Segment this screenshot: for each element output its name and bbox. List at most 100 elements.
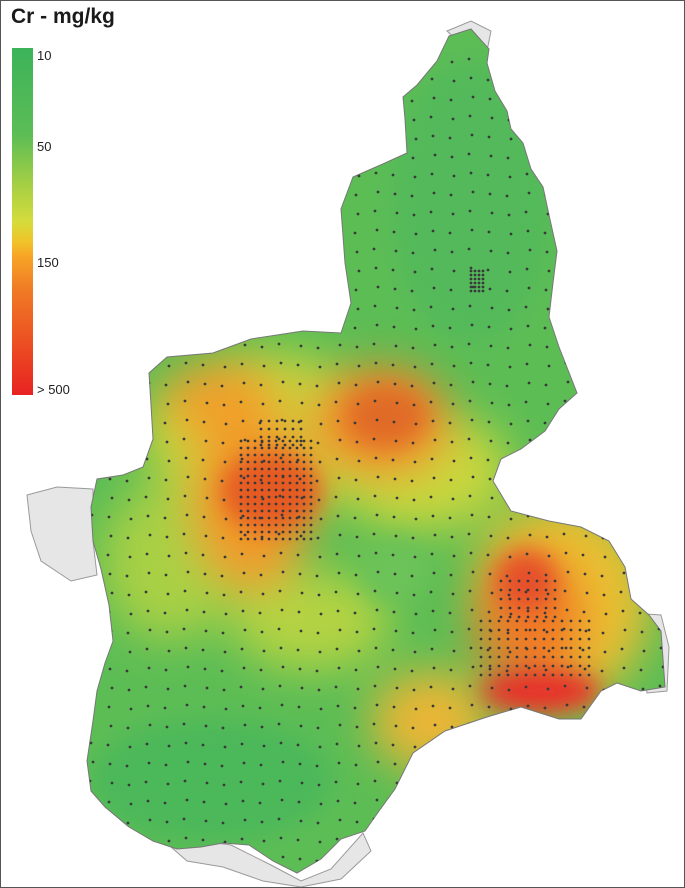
sample-point-icon — [319, 707, 323, 711]
sample-point-icon — [300, 116, 304, 120]
sample-point-icon — [125, 764, 129, 768]
sample-point-icon — [499, 579, 503, 583]
sample-point-icon — [469, 76, 473, 80]
sample-point-icon — [467, 627, 471, 631]
sample-point-icon — [318, 460, 322, 464]
sample-point-icon — [336, 324, 340, 328]
sample-point-icon — [431, 419, 435, 423]
sample-point-icon — [109, 344, 113, 348]
sample-point-icon — [356, 117, 360, 121]
sample-point-icon — [315, 384, 319, 388]
sample-point-icon — [281, 285, 285, 289]
sample-point-icon — [394, 344, 398, 348]
sample-point-icon — [517, 588, 521, 592]
sample-point-icon — [291, 419, 295, 423]
sample-point-icon — [166, 687, 170, 691]
sample-point-icon — [488, 382, 492, 386]
sample-point-icon — [547, 459, 551, 463]
sample-point-icon — [544, 597, 548, 601]
sample-point-icon — [260, 725, 264, 729]
sample-point-icon — [602, 308, 606, 312]
sample-point-icon — [281, 537, 285, 541]
sample-point-icon — [274, 537, 278, 541]
sample-point-icon — [147, 476, 151, 480]
sample-point-icon — [551, 628, 555, 632]
sample-point-icon — [317, 403, 321, 407]
sample-point-icon — [253, 516, 257, 520]
sample-point-icon — [334, 590, 338, 594]
sample-point-icon — [467, 437, 471, 441]
sample-point-icon — [374, 551, 378, 555]
sample-point-icon — [128, 650, 132, 654]
sample-point-icon — [278, 589, 282, 593]
sample-point-icon — [91, 665, 95, 669]
sample-point-icon — [506, 673, 510, 677]
sample-point-icon — [391, 363, 395, 367]
sample-point-icon — [355, 345, 359, 349]
sample-point-icon — [619, 115, 623, 119]
sample-point-icon — [201, 838, 205, 842]
sample-point-icon — [620, 837, 624, 841]
sample-point-icon — [413, 365, 417, 369]
sample-point-icon — [203, 382, 207, 386]
sample-point-icon — [582, 705, 586, 709]
sample-point-icon — [355, 250, 359, 254]
sample-point-icon — [533, 619, 537, 623]
sample-point-icon — [623, 153, 627, 157]
sample-point-icon — [185, 703, 189, 707]
sample-point-icon — [430, 742, 434, 746]
sample-point-icon — [90, 133, 94, 137]
sample-point-icon — [240, 552, 244, 556]
sample-point-icon — [204, 724, 208, 728]
sample-point-icon — [222, 498, 226, 502]
sample-point-icon — [240, 172, 244, 176]
sample-point-icon — [281, 439, 285, 443]
sample-point-icon — [336, 514, 340, 518]
sample-point-icon — [222, 783, 226, 787]
sample-point-icon — [487, 135, 491, 139]
sample-point-icon — [658, 209, 662, 213]
sample-point-icon — [110, 591, 114, 595]
sample-point-icon — [469, 273, 473, 277]
sample-point-icon — [295, 495, 299, 499]
sample-point-icon — [545, 535, 549, 539]
sample-point-icon — [560, 619, 564, 623]
sample-point-icon — [528, 343, 532, 347]
sample-point-icon — [203, 97, 207, 101]
sample-point-icon — [508, 615, 512, 619]
sample-point-icon — [295, 467, 299, 471]
sample-point-icon — [373, 114, 377, 118]
sample-point-icon — [372, 532, 376, 536]
sample-point-icon — [107, 325, 111, 329]
sample-point-icon — [318, 840, 322, 844]
sample-point-icon — [638, 706, 642, 710]
sample-point-icon — [267, 467, 271, 471]
sample-point-icon — [275, 435, 279, 439]
sample-point-icon — [166, 782, 170, 786]
sample-point-icon — [288, 481, 292, 485]
sample-point-icon — [506, 628, 510, 632]
sample-point-icon — [319, 517, 323, 521]
sample-point-icon — [584, 724, 588, 728]
sample-point-icon — [620, 267, 624, 271]
sample-point-icon — [565, 133, 569, 137]
sample-point-icon — [274, 488, 278, 492]
sample-point-icon — [91, 855, 95, 859]
sample-point-icon — [205, 116, 209, 120]
sample-point-icon — [374, 76, 378, 80]
sample-point-icon — [563, 114, 567, 118]
sample-point-icon — [204, 534, 208, 538]
sample-point-icon — [587, 637, 591, 641]
sample-point-icon — [295, 502, 299, 506]
sample-point-icon — [543, 611, 547, 615]
sample-point-icon — [471, 855, 475, 859]
sample-point-icon — [581, 458, 585, 462]
sample-point-icon — [551, 646, 555, 650]
sample-point-icon — [336, 609, 340, 613]
sample-point-icon — [508, 650, 512, 654]
sample-point-icon — [374, 361, 378, 365]
sample-point-icon — [319, 612, 323, 616]
sample-point-icon — [281, 502, 285, 506]
sample-point-icon — [309, 446, 313, 450]
sample-point-icon — [184, 741, 188, 745]
